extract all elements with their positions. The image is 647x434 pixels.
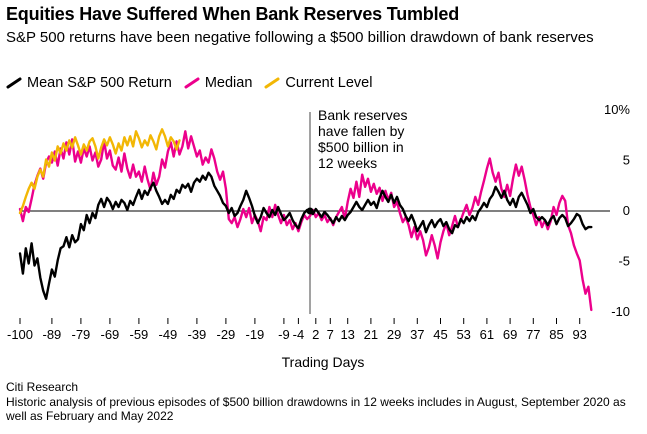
legend-item-mean: Mean S&P 500 Return (6, 75, 172, 91)
x-tick-label: -49 (159, 327, 178, 342)
legend-label-mean: Mean S&P 500 Return (27, 75, 172, 91)
x-tick-label: -4 (293, 327, 305, 342)
x-axis-title: Trading Days (282, 354, 365, 370)
series-line-current (18, 128, 181, 215)
series-line-mean (18, 171, 593, 300)
source-label: Citi Research (6, 380, 79, 394)
x-tick-label: 53 (456, 327, 470, 342)
x-tick-label: 93 (572, 327, 586, 342)
x-tick-label: 21 (364, 327, 378, 342)
legend-swatch-median (184, 77, 200, 89)
series-line-median (18, 130, 593, 312)
legend-label-current: Current Level (285, 75, 373, 91)
x-tick-label: 29 (387, 327, 401, 342)
y-tick-label: -10 (611, 304, 630, 319)
footnote: Historic analysis of previous episodes o… (6, 394, 626, 424)
x-tick-label: 85 (549, 327, 563, 342)
x-tick-label: -79 (72, 327, 91, 342)
y-tick-label: 0 (623, 203, 630, 218)
x-tick-label: -19 (246, 327, 265, 342)
legend-item-current: Current Level (264, 75, 372, 91)
y-tick-label: 10% (604, 102, 630, 117)
legend-swatch-current (264, 77, 280, 89)
x-tick-label: -59 (130, 327, 149, 342)
origin-marker (306, 207, 314, 215)
source-note: Citi Research Historic analysis of previ… (6, 380, 646, 424)
legend-swatch-mean (6, 77, 22, 89)
legend-item-median: Median (184, 75, 253, 91)
x-tick-label: 2 (312, 327, 319, 342)
x-tick-label: 37 (410, 327, 424, 342)
annotation-text: Bank reserves have fallen by $500 billion … (318, 107, 407, 171)
legend-label-median: Median (204, 75, 253, 91)
x-tick-label: -69 (101, 327, 120, 342)
annotation-line-text: Bank reserves (318, 107, 407, 123)
chart-subtitle: S&P 500 returns have been negative follo… (6, 29, 594, 46)
chart-title: Equities Have Suffered When Bank Reserve… (6, 4, 459, 24)
x-tick-label: -39 (188, 327, 207, 342)
x-tick-label: -89 (43, 327, 62, 342)
annotation-line-text: 12 weeks (318, 155, 377, 171)
x-tick-label: 61 (480, 327, 494, 342)
x-tick-label: 7 (327, 327, 334, 342)
x-tick-label: -9 (278, 327, 290, 342)
y-tick-label: 5 (623, 153, 630, 168)
x-tick-label: 77 (526, 327, 540, 342)
x-tick-label: 13 (340, 327, 354, 342)
annotation-line-text: have fallen by (318, 123, 404, 139)
y-tick-label: -5 (618, 253, 630, 268)
x-tick-label: -100 (7, 327, 33, 342)
x-tick-label: 69 (503, 327, 517, 342)
x-tick-label: -29 (217, 327, 236, 342)
legend: Mean S&P 500 Return Median Current Level (6, 75, 384, 91)
x-tick-label: 45 (433, 327, 447, 342)
annotation-line-text: $500 billion in (318, 139, 404, 155)
